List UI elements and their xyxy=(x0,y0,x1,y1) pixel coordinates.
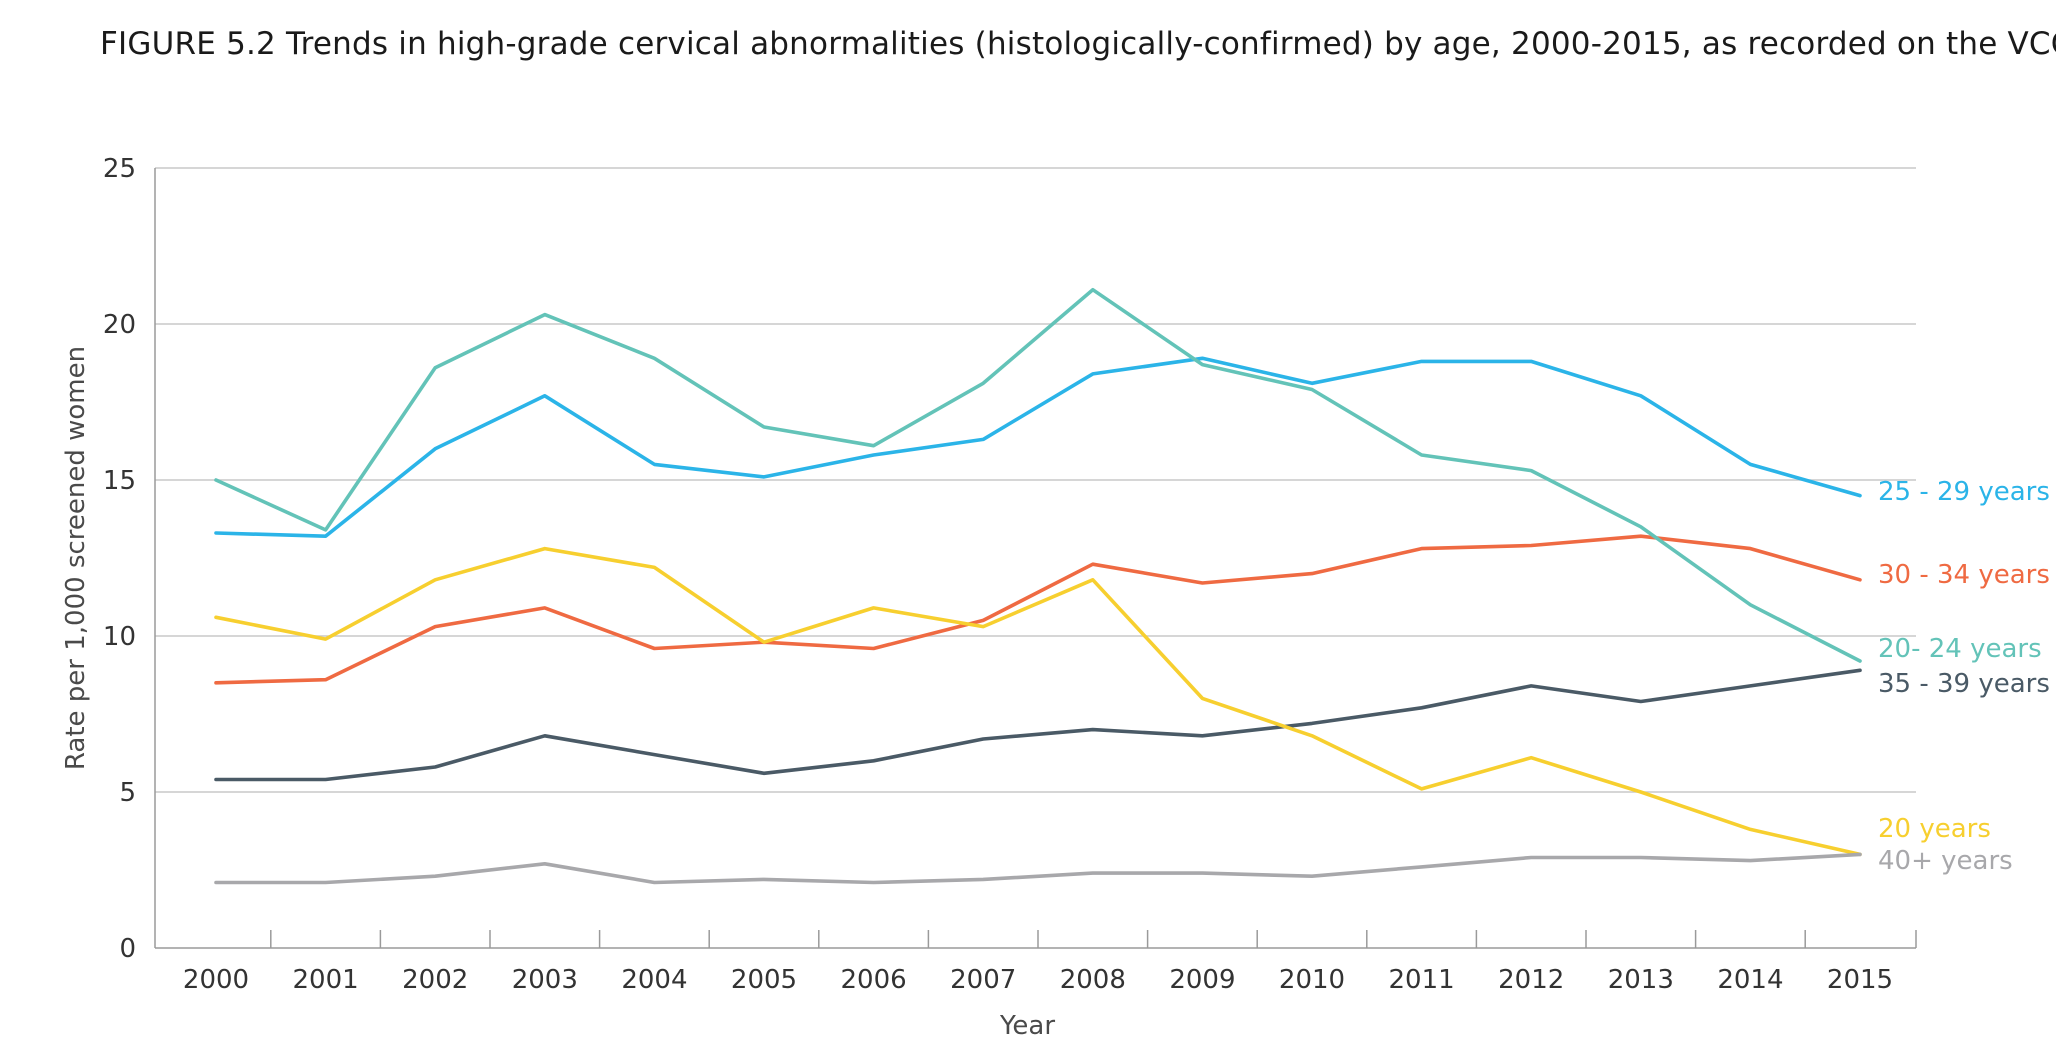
series-line-30-34-years xyxy=(214,534,1862,685)
x-axis-title: Year xyxy=(999,1011,1055,1041)
series-line-20-24-years xyxy=(214,287,1862,663)
x-tick-label: 2015 xyxy=(1827,965,1893,995)
gridlines xyxy=(155,167,1916,793)
series-label: 25 - 29 years xyxy=(1878,477,2050,507)
x-tick-label: 2003 xyxy=(512,965,578,995)
chart-title: FIGURE 5.2 Trends in high-grade cervical… xyxy=(100,26,2056,62)
x-tick-label: 2014 xyxy=(1717,965,1783,995)
series-label: 30 - 34 years xyxy=(1878,560,2050,590)
x-tick-label: 2010 xyxy=(1279,965,1345,995)
series-line-40-years xyxy=(214,852,1862,885)
series-label: 35 - 39 years xyxy=(1878,669,2050,699)
series-labels: 25 - 29 years 30 - 34 years 20- 24 years 35… xyxy=(1878,477,2050,876)
y-axis-title: Rate per 1,000 screened women xyxy=(61,346,91,770)
series-line-20-years xyxy=(214,546,1862,857)
x-tick-label: 2000 xyxy=(183,965,249,995)
x-tick-label: 2002 xyxy=(402,965,468,995)
series-line-25-29-years xyxy=(214,356,1862,539)
x-tick-label: 2011 xyxy=(1389,965,1455,995)
y-tick-label: 5 xyxy=(119,778,136,808)
x-tick-label: 2007 xyxy=(950,965,1016,995)
x-tick-label: 2012 xyxy=(1498,965,1564,995)
series-label: 40+ years xyxy=(1878,846,2013,876)
x-tick-label: 2008 xyxy=(1060,965,1126,995)
y-tick-label: 20 xyxy=(103,310,136,340)
y-tick-label: 10 xyxy=(103,622,136,652)
y-tick-label: 25 xyxy=(103,154,136,184)
axes: 0 5 10 15 20 25 2000 2001 2002 2003 2004 2005 2006 20… xyxy=(103,154,1917,995)
x-tick-label: 2001 xyxy=(293,965,359,995)
x-tick-label: 2013 xyxy=(1608,965,1674,995)
y-tick-label: 0 xyxy=(119,934,136,964)
x-tick-label: 2004 xyxy=(621,965,687,995)
x-tick-label: 2005 xyxy=(731,965,797,995)
series-label: 20 years xyxy=(1878,814,1991,844)
series-line-35-39-years xyxy=(214,668,1862,782)
series-lines xyxy=(214,287,1862,885)
y-tick-label: 15 xyxy=(103,466,136,496)
x-tick-label: 2006 xyxy=(841,965,907,995)
series-label: 20- 24 years xyxy=(1878,634,2042,664)
x-tick-label: 2009 xyxy=(1169,965,1235,995)
